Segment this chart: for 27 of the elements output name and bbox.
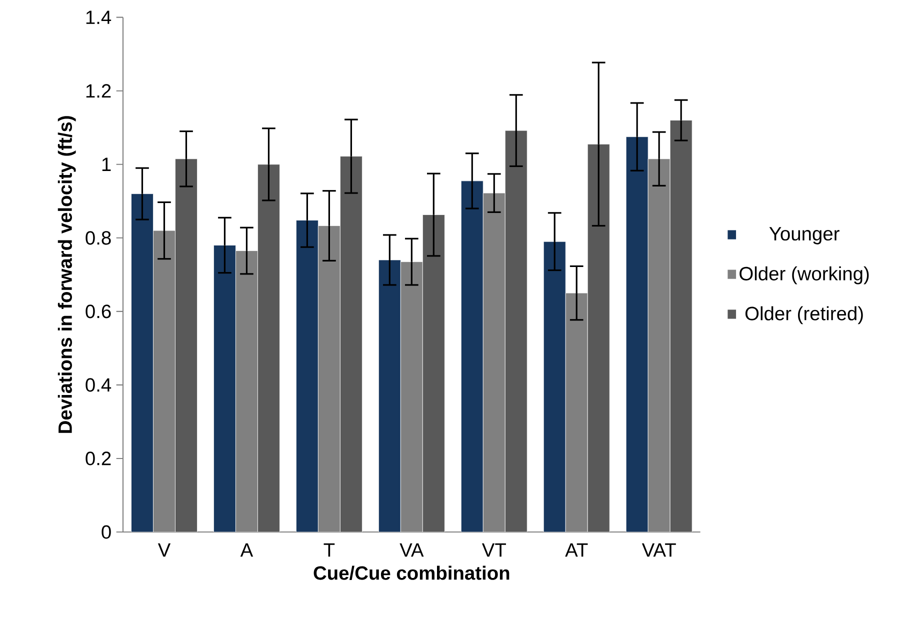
- legend-label: Older (retired): [745, 306, 863, 324]
- bar: [378, 260, 401, 532]
- y-tick-label: 0.8: [86, 231, 111, 245]
- y-axis-title: Deviations in forward velocity (ft/s): [58, 116, 76, 433]
- x-axis-title: Cue/Cue combination: [314, 566, 510, 580]
- y-tick-label: 0: [102, 525, 111, 539]
- bar: [626, 136, 648, 532]
- y-tick-label: 0.2: [86, 452, 111, 466]
- x-tick-label: T: [324, 543, 335, 557]
- bar: [296, 220, 318, 532]
- x-tick-label: AT: [565, 543, 588, 557]
- x-tick-label: V: [158, 543, 171, 557]
- x-tick-label: A: [240, 543, 254, 557]
- bar: [214, 245, 236, 532]
- legend-label: Younger: [769, 227, 840, 244]
- y-tick-label: 0.6: [86, 304, 111, 318]
- y-tick-label: 0.4: [86, 378, 112, 392]
- x-tick-label: VAT: [642, 543, 676, 557]
- y-tick-label: 1: [102, 158, 111, 171]
- y-tick-label: 1.4: [86, 10, 112, 24]
- x-tick-label: VA: [400, 543, 424, 557]
- bar: [460, 180, 484, 532]
- y-tick-label: 1.2: [86, 84, 111, 98]
- legend-label: Older (working): [740, 266, 869, 284]
- bar: [131, 194, 154, 532]
- x-tick-label: VT: [482, 543, 506, 557]
- bar: [543, 241, 566, 532]
